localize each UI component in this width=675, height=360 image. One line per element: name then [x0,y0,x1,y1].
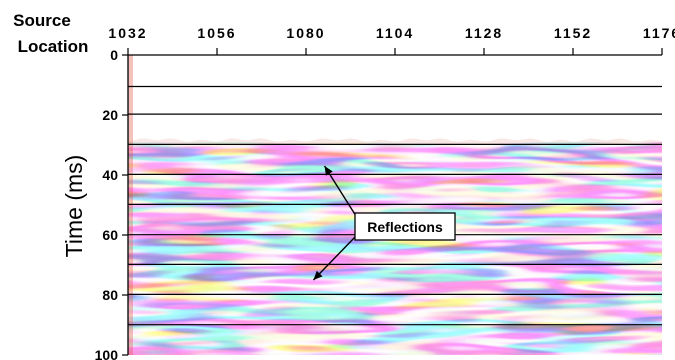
source-location-label-line1: Source [13,11,71,30]
x-tick-label-1176: 1176 [643,25,675,41]
left-edge-shade [128,55,133,355]
x-tick-label-1032: 1032 [108,25,147,41]
seismic-left-edge [128,55,133,355]
y-tick-label-40: 40 [102,167,118,183]
quiet-zone [128,55,662,142]
x-tick-label-1080: 1080 [286,25,325,41]
x-tick-label-1152: 1152 [554,25,592,41]
x-tick-label-1104: 1104 [376,25,414,41]
reflections-annotation: Reflections [312,165,456,281]
onset-edge [128,138,662,144]
arrow-head-1 [324,166,333,176]
reflections-label-box [354,212,456,241]
arrow-shaft-2 [312,235,357,281]
y-axis: 0 20 40 60 80 100 [95,47,128,360]
y-tick-label-100: 100 [95,347,119,360]
source-location-label-line2: Location [18,37,89,56]
x-tick-label-1128: 1128 [465,25,503,41]
y-axis-label: Time (ms) [61,155,87,258]
reflections-label: Reflections [367,219,443,235]
seismic-section [128,55,662,355]
y-tick-label-60: 60 [102,227,118,243]
y-tick-label-0: 0 [110,47,118,63]
arrow-shaft-1 [323,165,357,217]
y-tick-label-80: 80 [102,287,118,303]
x-axis-top: 1032 1056 1080 1104 1128 1152 1176 [108,25,675,55]
x-tick-label-1056: 1056 [197,25,236,41]
y-tick-label-20: 20 [102,107,118,123]
arrow-head-2 [313,270,323,280]
reflection-arrows [312,165,357,281]
